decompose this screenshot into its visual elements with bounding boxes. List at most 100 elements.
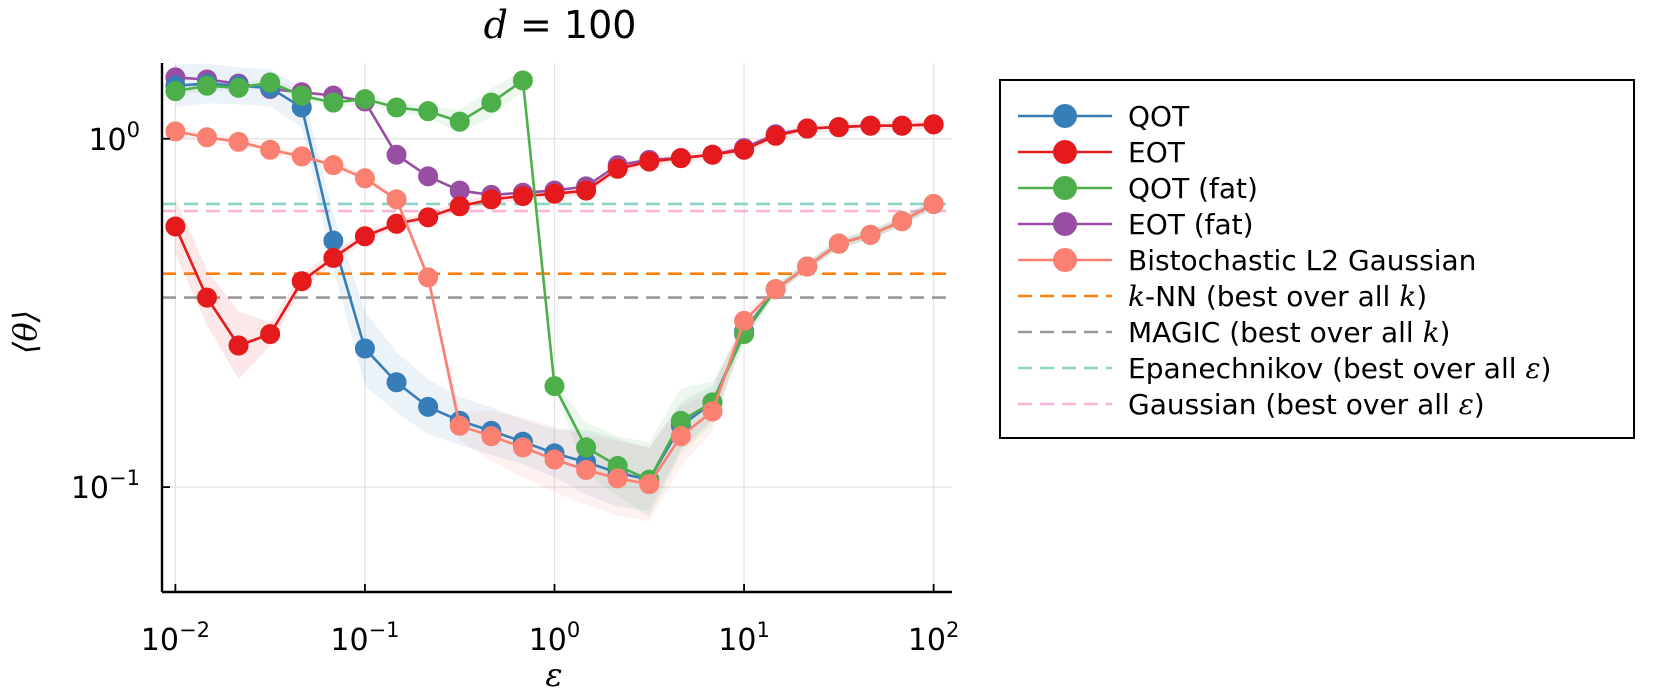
- data-series: [165, 67, 944, 495]
- legend-label: Gaussian (best over all ε): [1128, 388, 1485, 421]
- eot-point: [196, 287, 217, 308]
- eot-point: [892, 115, 913, 136]
- bistochastic-l2-gaussian-point: [196, 127, 217, 148]
- eot-point: [291, 271, 312, 292]
- qot-fat-point: [481, 92, 502, 113]
- eot-series: [165, 114, 944, 356]
- eot-point: [323, 247, 344, 268]
- legend-swatch-marker: [1053, 104, 1077, 128]
- qot-fat-point: [449, 111, 470, 132]
- x-tick-label: 10−1: [330, 618, 399, 658]
- qot-point: [386, 372, 407, 393]
- eot-point: [670, 148, 691, 169]
- legend-swatch-marker: [1053, 212, 1077, 236]
- qot-fat-point: [291, 85, 312, 106]
- eot-point: [449, 196, 470, 217]
- x-axis-label: ε: [545, 656, 562, 692]
- x-tick-label: 101: [718, 618, 770, 658]
- bistochastic-l2-gaussian-point: [607, 468, 628, 489]
- eot-point: [481, 189, 502, 210]
- title-variable: d: [484, 3, 508, 47]
- bistochastic-l2-gaussian-band: [175, 126, 934, 522]
- bistochastic-l2-gaussian-point: [291, 146, 312, 167]
- qot-point: [418, 396, 439, 417]
- legend-label: QOT (fat): [1128, 172, 1258, 205]
- bistochastic-l2-gaussian-point: [576, 459, 597, 480]
- y-tick-label: 100: [88, 118, 140, 158]
- legend-label: MAGIC (best over all k): [1128, 316, 1450, 349]
- eot-point: [576, 180, 597, 201]
- qot-fat-point: [260, 72, 281, 93]
- bistochastic-l2-gaussian-series: [165, 121, 944, 495]
- qot-fat-point: [386, 97, 407, 118]
- legend-swatch-marker: [1053, 140, 1077, 164]
- legend-label: EOT (fat): [1128, 208, 1254, 241]
- bistochastic-l2-gaussian-point: [892, 211, 913, 232]
- bistochastic-l2-gaussian-point: [354, 168, 375, 189]
- legend-item-magic-best-over-all-k: MAGIC (best over all k): [1018, 316, 1450, 349]
- bistochastic-l2-gaussian-point: [702, 401, 723, 422]
- bistochastic-l2-gaussian-point: [797, 256, 818, 277]
- grid-lines: [162, 63, 952, 592]
- eot-point: [228, 335, 249, 356]
- qot-fat-point: [228, 77, 249, 98]
- eot-fat-point: [418, 166, 439, 187]
- eot-point: [702, 144, 723, 165]
- legend-label: QOT: [1128, 100, 1190, 133]
- eot-fat-point: [386, 144, 407, 165]
- bistochastic-l2-gaussian-point: [418, 267, 439, 288]
- eot-point: [860, 115, 881, 136]
- x-tick-label: 100: [529, 618, 581, 658]
- legend-item-qot: QOT: [1018, 100, 1190, 133]
- eot-point: [512, 186, 533, 207]
- eot-point: [923, 114, 944, 135]
- legend-item-bistochastic-l2-gaussian: Bistochastic L2 Gaussian: [1018, 244, 1476, 277]
- eot-point: [607, 158, 628, 179]
- eot-point: [544, 183, 565, 204]
- bistochastic-l2-gaussian-point: [639, 474, 660, 495]
- legend-item-eot: EOT: [1018, 136, 1186, 169]
- eot-point: [354, 226, 375, 247]
- bistochastic-l2-gaussian-point: [670, 426, 691, 447]
- title-text: = 100: [508, 3, 637, 47]
- eot-point: [639, 151, 660, 172]
- axes: [160, 63, 952, 594]
- y-tick-label: 10−1: [71, 466, 140, 506]
- eot-point: [765, 125, 786, 146]
- bistochastic-l2-gaussian-point: [734, 310, 755, 331]
- qot-point: [323, 230, 344, 251]
- qot-fat-point: [576, 437, 597, 458]
- legend-item-epanechnikov-best-over-all: Epanechnikov (best over all ε): [1018, 352, 1551, 385]
- eot-point: [828, 117, 849, 138]
- legend-item-qot-fat: QOT (fat): [1018, 172, 1258, 205]
- legend-swatch-marker: [1053, 176, 1077, 200]
- qot-fat-point: [323, 92, 344, 113]
- bistochastic-l2-gaussian-point: [260, 139, 281, 160]
- chart-title: d = 100: [484, 3, 637, 47]
- y-axis-label: ⟨θ⟩: [6, 310, 44, 354]
- legend-item-eot-fat: EOT (fat): [1018, 208, 1254, 241]
- bistochastic-l2-gaussian-point: [323, 155, 344, 176]
- legend-label: Epanechnikov (best over all ε): [1128, 352, 1551, 385]
- eot-band: [175, 119, 934, 380]
- eot-point: [418, 207, 439, 228]
- bistochastic-l2-gaussian-point: [923, 193, 944, 214]
- legend-label: EOT: [1128, 136, 1186, 169]
- eot-point: [797, 118, 818, 139]
- bistochastic-l2-gaussian-point: [828, 233, 849, 254]
- tick-labels: 10−2 10−1 100 101 102 10−1 100: [71, 118, 960, 658]
- bistochastic-l2-gaussian-point: [449, 415, 470, 436]
- bistochastic-l2-gaussian-point: [165, 121, 186, 142]
- legend-item-gaussian-best-over-all: Gaussian (best over all ε): [1018, 388, 1485, 421]
- qot-fat-point: [165, 81, 186, 102]
- eot-point: [734, 139, 755, 160]
- qot-fat-point: [512, 70, 533, 91]
- legend-label: k-NN (best over all k): [1128, 280, 1427, 313]
- x-tick-label: 10−2: [141, 618, 210, 658]
- bistochastic-l2-gaussian-point: [544, 449, 565, 470]
- bistochastic-l2-gaussian-point: [481, 426, 502, 447]
- bistochastic-l2-gaussian-point: [386, 189, 407, 210]
- bistochastic-l2-gaussian-point: [512, 437, 533, 458]
